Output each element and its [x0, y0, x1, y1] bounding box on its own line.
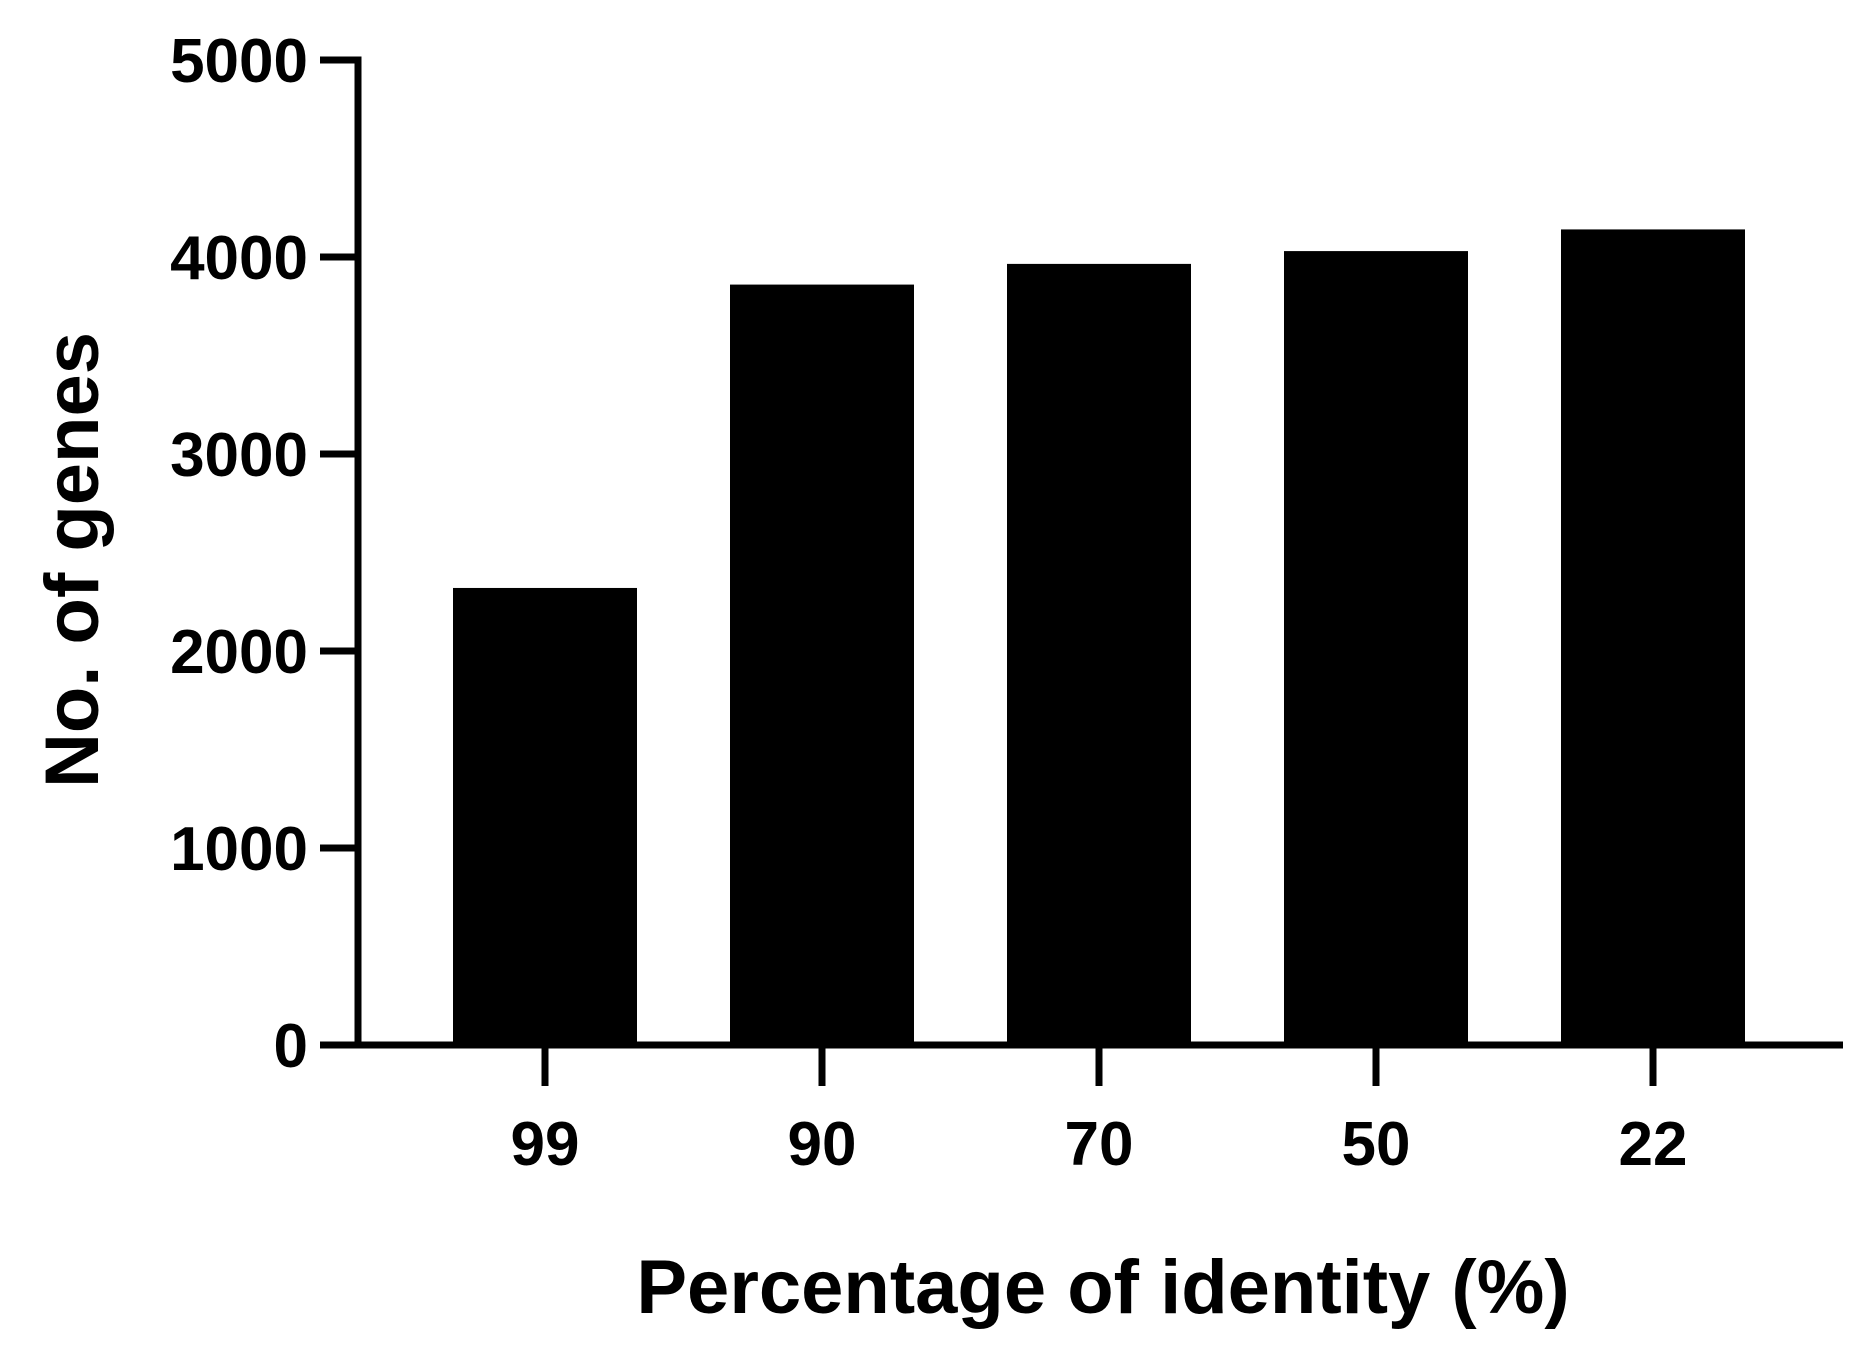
bar-22 [1561, 229, 1745, 1046]
bars-group [453, 229, 1745, 1046]
x-tick-label-90: 90 [788, 1110, 857, 1179]
y-tick-label-3000: 3000 [170, 421, 308, 490]
x-tick-label-99: 99 [511, 1110, 580, 1179]
bar-90 [730, 284, 914, 1046]
y-tick-label-1000: 1000 [170, 815, 308, 884]
y-tick-label-5000: 5000 [170, 27, 308, 96]
y-axis-title: No. of genes [30, 332, 115, 788]
y-tick-label-0: 0 [274, 1012, 308, 1081]
bar-70 [1007, 263, 1191, 1045]
y-tick-label-4000: 4000 [170, 224, 308, 293]
x-tick-label-70: 70 [1065, 1110, 1134, 1179]
x-tick-label-22: 22 [1619, 1110, 1688, 1179]
bar-99 [453, 587, 637, 1045]
x-axis-title: Percentage of identity (%) [636, 1245, 1569, 1330]
y-axis: 0 1000 2000 3000 4000 5000 [170, 27, 362, 1081]
bar-50 [1284, 251, 1468, 1046]
y-tick-label-2000: 2000 [170, 618, 308, 687]
x-tick-label-50: 50 [1342, 1110, 1411, 1179]
x-axis: 99 90 70 50 22 [354, 1041, 1843, 1179]
